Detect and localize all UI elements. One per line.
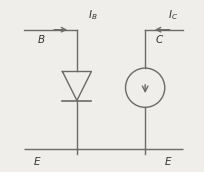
Text: $B$: $B$	[37, 33, 45, 45]
Text: $E$: $E$	[163, 155, 172, 167]
Text: $E$: $E$	[32, 155, 41, 167]
Text: $I_B$: $I_B$	[88, 8, 97, 22]
Text: $C$: $C$	[154, 33, 163, 45]
Text: $I_C$: $I_C$	[167, 8, 177, 22]
